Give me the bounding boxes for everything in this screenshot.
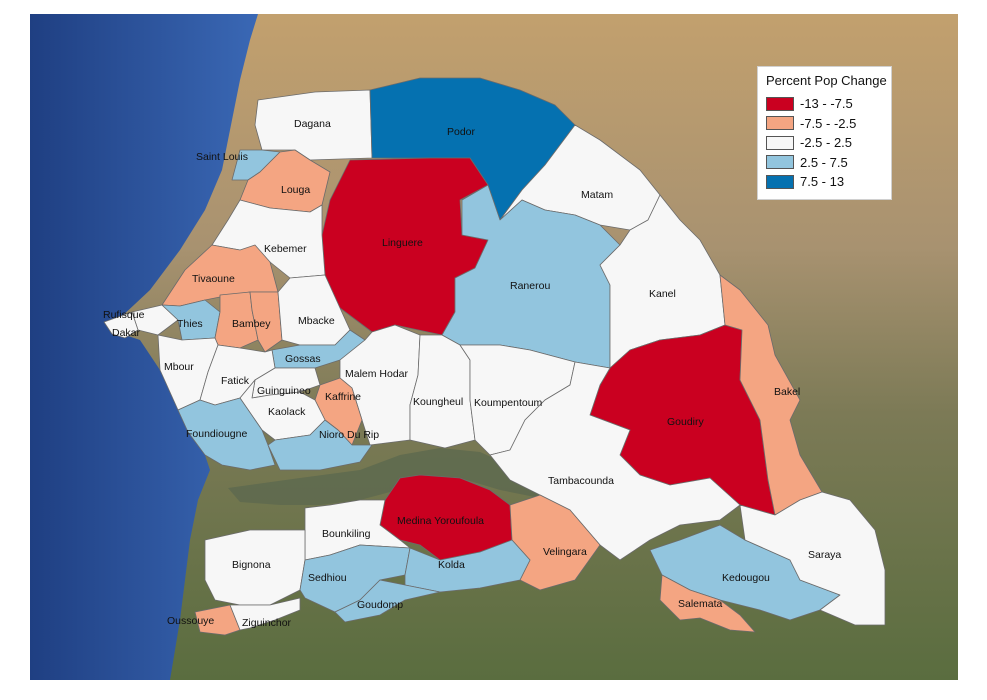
- label-ranerou: Ranerou: [510, 280, 550, 292]
- label-gossas: Gossas: [285, 353, 321, 365]
- label-podor: Podor: [447, 126, 476, 138]
- label-kaffrine: Kaffrine: [325, 391, 361, 403]
- legend-swatch: [766, 155, 794, 170]
- legend-swatch: [766, 96, 794, 111]
- label-kolda: Kolda: [438, 559, 465, 571]
- label-ziguinchor: Ziguinchor: [242, 617, 292, 629]
- legend: Percent Pop Change -13 - -7.5 -7.5 - -2.…: [757, 66, 892, 200]
- label-kebemer: Kebemer: [264, 243, 307, 255]
- gambia-river: [228, 448, 560, 505]
- legend-label: -13 - -7.5: [800, 96, 853, 112]
- departments-layer: [103, 77, 886, 636]
- dept-bignona: [204, 529, 306, 606]
- dept-goudomp: [334, 579, 441, 623]
- legend-item: -2.5 - 2.5: [766, 133, 883, 153]
- label-rufisque: Rufisque: [103, 309, 145, 321]
- label-goudomp: Goudomp: [357, 599, 403, 611]
- label-bakel: Bakel: [774, 386, 800, 398]
- legend-swatch: [766, 174, 794, 189]
- label-matam: Matam: [581, 189, 613, 201]
- label-mbour: Mbour: [164, 361, 194, 373]
- legend-label: -7.5 - -2.5: [800, 115, 857, 131]
- label-foundiougne: Foundiougne: [186, 428, 247, 440]
- label-malem-hodar: Malem Hodar: [345, 368, 409, 380]
- dept-tambacounda: [489, 361, 741, 561]
- dept-kolda: [404, 539, 531, 593]
- label-tambacounda: Tambacounda: [548, 475, 614, 487]
- legend-item: 7.5 - 13: [766, 172, 883, 192]
- legend-label: 7.5 - 13: [800, 174, 845, 190]
- legend-item: -7.5 - -2.5: [766, 114, 883, 134]
- legend-item: 2.5 - 7.5: [766, 153, 883, 173]
- legend-label: -2.5 - 2.5: [800, 135, 853, 151]
- label-kaolack: Kaolack: [268, 406, 306, 418]
- label-velingara: Velingara: [543, 546, 587, 558]
- dept-kaolack: [239, 379, 326, 441]
- legend-label: 2.5 - 7.5: [800, 154, 848, 170]
- label-saraya: Saraya: [808, 549, 841, 561]
- label-salemata: Salemata: [678, 598, 723, 610]
- label-saint-louis: Saint Louis: [196, 151, 248, 163]
- label-guinguineo: Guinguineo: [257, 385, 311, 397]
- label-kanel: Kanel: [649, 288, 676, 300]
- legend-title: Percent Pop Change: [766, 73, 887, 88]
- label-bounkiling: Bounkiling: [322, 528, 371, 540]
- label-oussouye: Oussouye: [167, 615, 214, 627]
- label-sedhiou: Sedhiou: [308, 572, 347, 584]
- label-bambey: Bambey: [232, 318, 271, 330]
- basemap-ocean: [30, 14, 258, 680]
- label-fatick: Fatick: [221, 375, 250, 387]
- label-goudiry: Goudiry: [667, 416, 705, 428]
- label-dakar: Dakar: [112, 327, 141, 339]
- label-dagana: Dagana: [294, 118, 331, 130]
- dept-dakar: [103, 311, 139, 339]
- label-tivaoune: Tivaoune: [192, 273, 235, 285]
- dept-salemata: [659, 574, 756, 633]
- label-linguere: Linguere: [382, 237, 423, 249]
- label-koumpentoum: Koumpentoum: [474, 397, 543, 409]
- label-nioro-du-rip: Nioro Du Rip: [319, 429, 379, 441]
- dept-nioro-du-rip: [267, 419, 373, 471]
- legend-item: -13 - -7.5: [766, 94, 883, 114]
- label-koungheul: Koungheul: [413, 396, 463, 408]
- label-thies: Thies: [177, 318, 203, 330]
- label-medina-yoroufoula: Medina Yoroufoula: [397, 515, 484, 527]
- label-louga: Louga: [281, 184, 310, 196]
- dept-saraya: [739, 491, 886, 626]
- legend-swatch: [766, 116, 794, 131]
- dept-oussouye: [194, 604, 241, 636]
- label-mbacke: Mbacke: [298, 315, 335, 327]
- dept-foundiougne: [177, 397, 276, 471]
- legend-swatch: [766, 135, 794, 150]
- dept-ziguinchor: [229, 597, 301, 631]
- department-labels: Dagana Podor Saint Louis Louga Linguere …: [103, 118, 841, 629]
- label-kedougou: Kedougou: [722, 572, 770, 584]
- label-bignona: Bignona: [232, 559, 271, 571]
